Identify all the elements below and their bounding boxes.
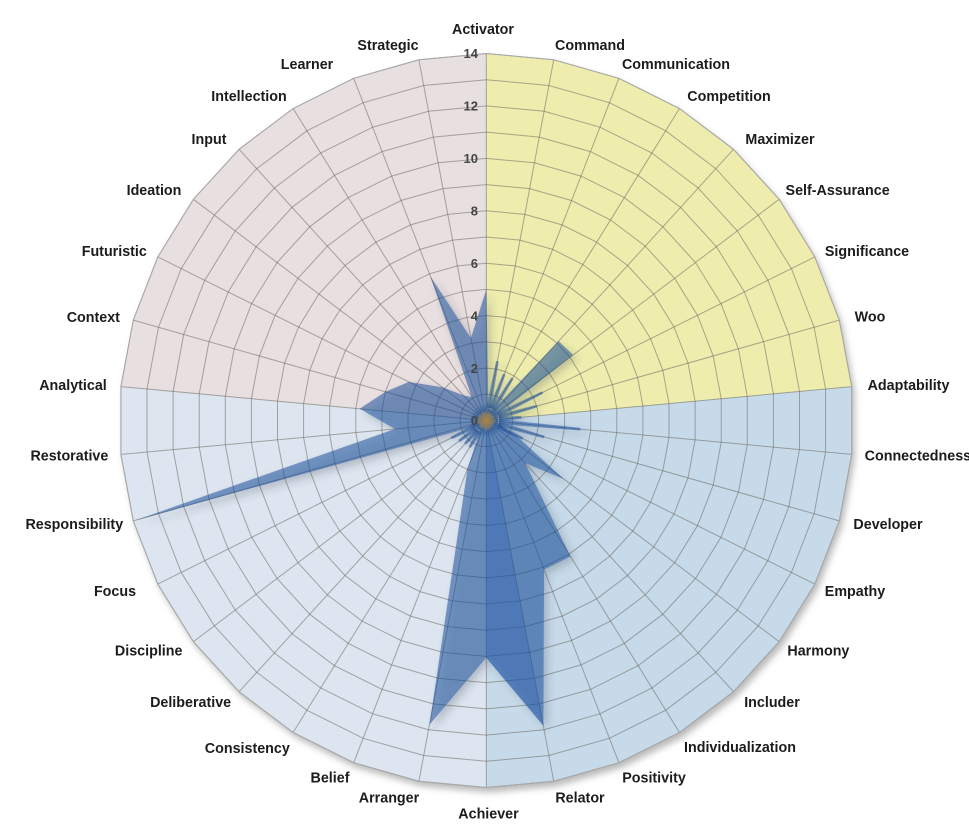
svg-text:Command: Command [555, 38, 625, 54]
svg-text:Focus: Focus [94, 584, 136, 600]
svg-text:Activator: Activator [452, 22, 514, 38]
svg-text:Includer: Includer [744, 695, 800, 711]
svg-text:Learner: Learner [281, 57, 334, 73]
svg-text:Restorative: Restorative [30, 448, 108, 464]
svg-text:Significance: Significance [825, 244, 909, 260]
svg-text:Competition: Competition [687, 89, 770, 105]
svg-text:Developer: Developer [853, 517, 923, 533]
svg-text:Adaptability: Adaptability [868, 378, 950, 394]
svg-text:Communication: Communication [622, 57, 730, 73]
svg-text:Achiever: Achiever [458, 806, 519, 822]
svg-text:4: 4 [471, 308, 479, 323]
svg-text:0: 0 [471, 413, 478, 428]
svg-text:Woo: Woo [855, 309, 886, 325]
svg-text:Responsibility: Responsibility [25, 517, 123, 533]
svg-text:Positivity: Positivity [622, 770, 686, 786]
svg-text:12: 12 [464, 99, 478, 114]
svg-text:8: 8 [471, 204, 478, 219]
svg-text:Empathy: Empathy [825, 584, 885, 600]
svg-text:6: 6 [471, 256, 478, 271]
svg-text:Harmony: Harmony [787, 643, 849, 659]
svg-text:Context: Context [67, 310, 120, 326]
svg-text:Consistency: Consistency [205, 741, 290, 757]
svg-text:Input: Input [192, 132, 227, 148]
svg-text:Maximizer: Maximizer [745, 132, 815, 148]
svg-text:Intellection: Intellection [211, 89, 286, 105]
svg-text:Strategic: Strategic [357, 38, 418, 54]
svg-text:Analytical: Analytical [39, 378, 107, 394]
svg-text:Deliberative: Deliberative [150, 695, 231, 711]
svg-text:Relator: Relator [555, 790, 605, 806]
svg-text:14: 14 [464, 46, 479, 61]
svg-text:Self-Assurance: Self-Assurance [786, 183, 890, 199]
svg-text:Futuristic: Futuristic [82, 244, 147, 260]
svg-text:Discipline: Discipline [115, 643, 183, 659]
svg-text:2: 2 [471, 361, 478, 376]
svg-text:Belief: Belief [311, 770, 350, 786]
svg-text:Arranger: Arranger [359, 790, 420, 806]
svg-text:10: 10 [464, 151, 478, 166]
svg-text:Ideation: Ideation [127, 183, 182, 199]
svg-text:Individualization: Individualization [684, 740, 796, 756]
svg-text:Connectedness: Connectedness [865, 448, 969, 464]
